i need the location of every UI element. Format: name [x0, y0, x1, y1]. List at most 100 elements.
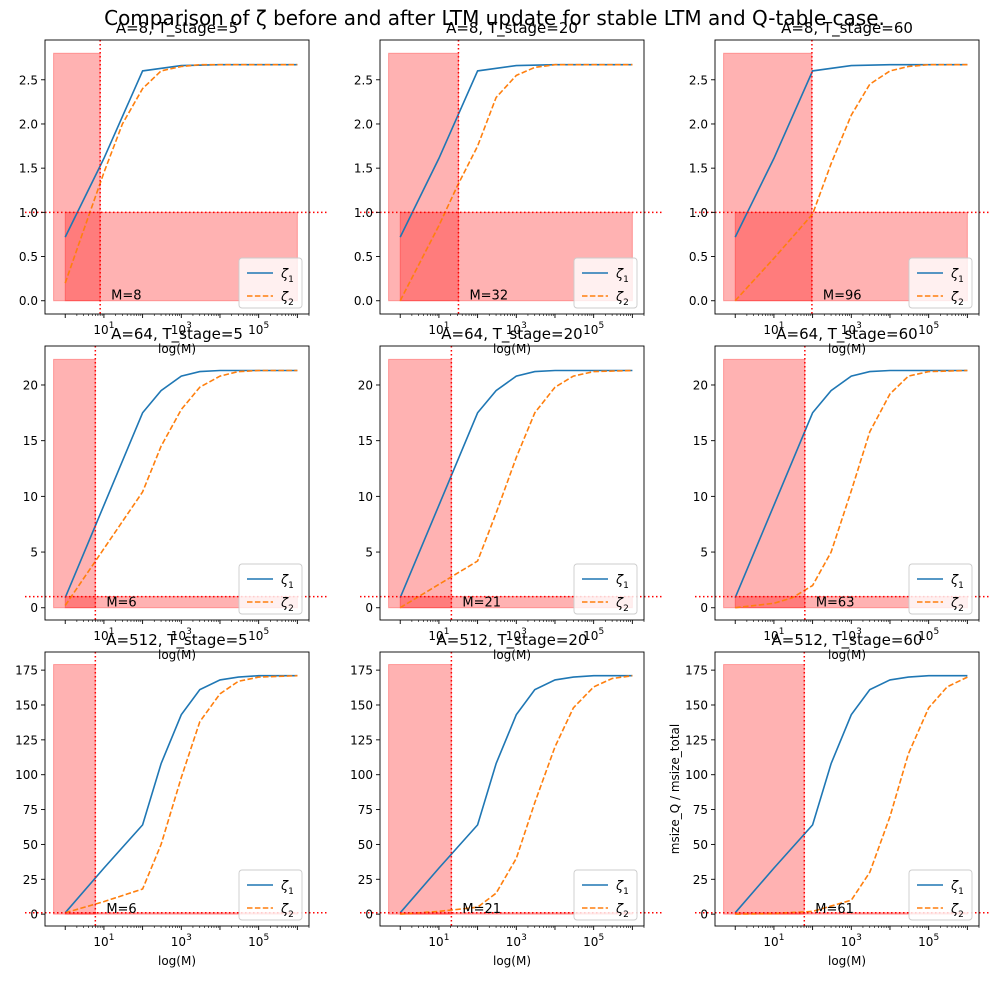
- x-tick-label: 101: [428, 321, 449, 337]
- series-line-zeta1: [734, 674, 968, 914]
- x-tick-label: 105: [583, 627, 604, 643]
- legend-box: [238, 869, 303, 921]
- shaded-region-vertical: [723, 52, 813, 302]
- series-line-zeta2: [64, 674, 298, 914]
- legend-label: ζ2: [950, 596, 964, 614]
- series-line-zeta1: [64, 674, 298, 914]
- subplot-title: A=64, T_stage=60: [776, 325, 917, 344]
- y-tick-label: 175: [350, 664, 373, 678]
- axes-frame: [44, 39, 310, 315]
- x-tick-label: 105: [583, 321, 604, 337]
- y-tick-label: 0.5: [19, 250, 38, 264]
- y-tick-label: 1.5: [689, 162, 708, 176]
- y-tick-label: 2.5: [19, 73, 38, 87]
- axes-frame: [714, 345, 980, 621]
- x-tick-label: 105: [583, 933, 604, 949]
- y-tick-label: 2.0: [19, 117, 38, 131]
- x-axis-label: log(M): [493, 954, 531, 968]
- x-axis-label: log(M): [493, 648, 531, 662]
- y-tick-label: 1.5: [354, 162, 373, 176]
- y-tick-label: 150: [350, 698, 373, 712]
- x-tick-label: 105: [918, 933, 939, 949]
- y-tick-label: 2.5: [689, 73, 708, 87]
- subplot-8: M=21 0 25 50 75 100 125 150 175 101 103 105 A=512, T…: [350, 631, 664, 968]
- x-tick-label: 103: [171, 321, 192, 337]
- vline-label: M=32: [469, 289, 508, 304]
- plot-area: [723, 664, 968, 915]
- vline-label: M=63: [816, 596, 855, 611]
- y-tick-label: 20: [23, 378, 38, 392]
- subplot-2: M=32 0.0 0.5 1.0 1.5 2.0 2.5 101 103 105 A=8, T_st…: [354, 19, 664, 356]
- axes-frame: [379, 39, 645, 315]
- series-line-zeta1: [734, 369, 968, 599]
- x-tick-label: 101: [93, 321, 114, 337]
- series-line-zeta2: [64, 63, 298, 284]
- y-tick-label: 20: [693, 378, 708, 392]
- x-axis-label: log(M): [158, 954, 196, 968]
- legend-label: ζ2: [280, 902, 294, 920]
- axes-frame: [44, 345, 310, 621]
- y-tick-label: 0.0: [354, 294, 373, 308]
- series-line-zeta1: [64, 369, 298, 599]
- plot-area: [388, 358, 633, 609]
- x-tick-label: 101: [763, 933, 784, 949]
- y-tick-label: 20: [358, 378, 373, 392]
- x-tick-label: 101: [763, 627, 784, 643]
- vline-label: M=6: [106, 596, 136, 611]
- subplot-title: A=8, T_stage=60: [781, 19, 913, 38]
- legend-box: [908, 563, 973, 615]
- y-tick-label: 125: [350, 733, 373, 747]
- vline-label: M=21: [462, 902, 501, 917]
- legend-label: ζ1: [950, 879, 964, 897]
- legend-label: ζ1: [280, 573, 294, 591]
- legend-box: [908, 257, 973, 309]
- axes-frame: [714, 39, 980, 315]
- x-axis-label: log(M): [158, 648, 196, 662]
- y-tick-label: 0.0: [689, 294, 708, 308]
- legend-box: [573, 257, 638, 309]
- vline-label: M=96: [823, 289, 862, 304]
- x-tick-label: 105: [918, 321, 939, 337]
- subplot-1: M=8 0.0 0.5 1.0 1.5 2.0 2.5 101 103 105 A=8, T_sta…: [19, 19, 329, 356]
- y-tick-label: 15: [23, 434, 38, 448]
- shaded-region-vertical: [53, 358, 96, 609]
- y-tick-label: 10: [693, 490, 708, 504]
- y-tick-label: 25: [693, 873, 708, 887]
- vline-label: M=6: [106, 902, 136, 917]
- legend-label: ζ1: [280, 879, 294, 897]
- y-tick-label: 5: [30, 546, 38, 560]
- series-line-zeta1: [399, 674, 633, 914]
- y-tick-label: 25: [358, 873, 373, 887]
- legend-box: [238, 563, 303, 615]
- series-line-zeta2: [64, 369, 298, 606]
- subplot-title: A=512, T_stage=60: [772, 631, 923, 650]
- x-tick-label: 103: [841, 321, 862, 337]
- shaded-region-vertical: [53, 664, 96, 915]
- legend-label: ζ2: [280, 596, 294, 614]
- shaded-region-vertical: [388, 358, 452, 609]
- subplot-title: A=8, T_stage=5: [116, 19, 238, 38]
- legend-box: [573, 563, 638, 615]
- x-tick-label: 103: [841, 627, 862, 643]
- y-tick-label: 2.0: [354, 117, 373, 131]
- y-tick-label: 0: [30, 908, 38, 922]
- series-line-zeta2: [400, 674, 633, 915]
- y-tick-label: 10: [358, 490, 373, 504]
- y-tick-label: 125: [15, 733, 38, 747]
- plot-area: [723, 358, 968, 609]
- y-tick-label: 150: [15, 698, 38, 712]
- shaded-region-vertical: [388, 664, 452, 915]
- axes-frame: [379, 651, 645, 927]
- subplot-7: M=6 0 25 50 75 100 125 150 175 101 103 105 A=512, T_…: [15, 631, 329, 968]
- y-tick-label: 0.5: [689, 250, 708, 264]
- y-tick-label: 15: [358, 434, 373, 448]
- y-tick-label: 1.0: [19, 206, 38, 220]
